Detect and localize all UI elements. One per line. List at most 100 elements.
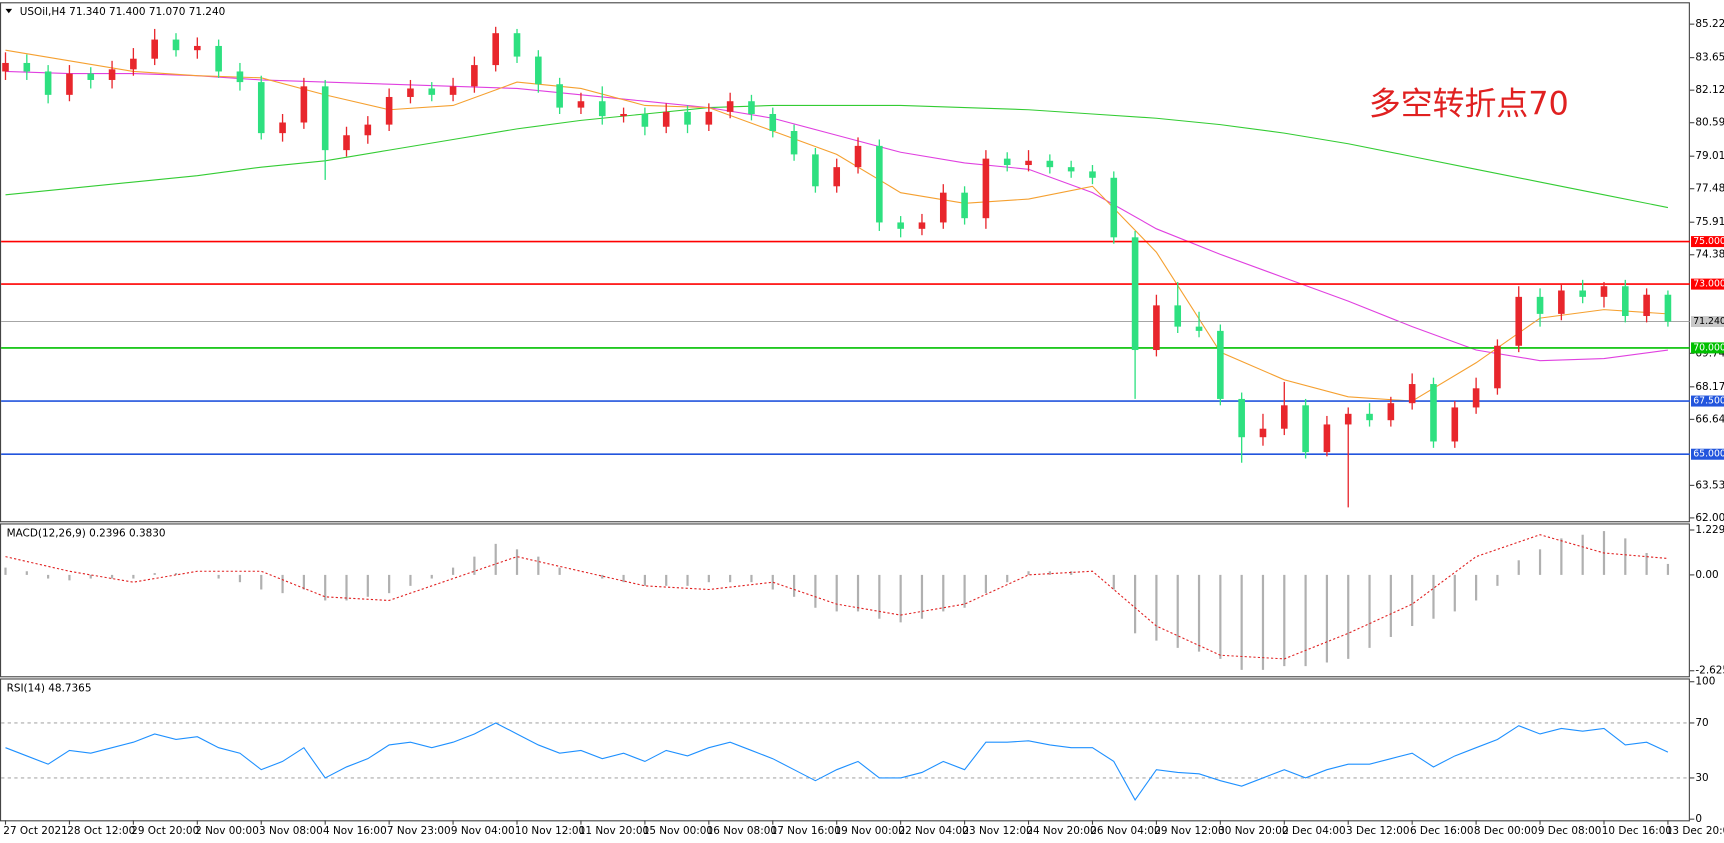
- y-tick-label: 68.170: [1695, 381, 1724, 393]
- y-tick-label: 85.225: [1695, 18, 1724, 30]
- level-label: 75.000: [1693, 236, 1724, 247]
- candle-body: [2, 62, 9, 72]
- y-tick-label: 79.015: [1695, 150, 1724, 162]
- candle-body: [1067, 167, 1075, 172]
- x-tick-label: 3 Dec 12:00: [1346, 825, 1410, 837]
- candle-body: [535, 56, 542, 85]
- candle-body: [1280, 405, 1288, 429]
- candle-body: [1451, 407, 1459, 442]
- rsi-title: RSI(14) 48.7365: [7, 682, 92, 694]
- candle-body: [1643, 294, 1650, 317]
- y-tick-label: 0: [1695, 813, 1702, 825]
- y-tick-label: 70: [1695, 717, 1708, 729]
- candle-body: [577, 101, 585, 108]
- rsi-panel: [0, 678, 1690, 822]
- candle-body: [471, 65, 478, 87]
- candle-body: [66, 73, 73, 95]
- y-tick-label: 100: [1695, 676, 1715, 688]
- candle-body: [428, 88, 436, 95]
- candle-body: [385, 96, 393, 125]
- candle-body: [769, 113, 777, 132]
- candle-body: [23, 62, 31, 72]
- candle-body: [1003, 158, 1011, 166]
- x-tick-label: 4 Nov 16:00: [323, 825, 387, 837]
- candle-body: [1046, 160, 1054, 168]
- x-tick-label: 30 Nov 20:00: [1218, 825, 1288, 837]
- candle-body: [918, 222, 926, 229]
- candle-body: [1664, 294, 1672, 322]
- line: [5, 104, 1669, 209]
- candle-body: [300, 86, 308, 123]
- y-tick-label: 1.2294: [1695, 524, 1724, 536]
- x-tick-label: 2 Dec 04:00: [1282, 825, 1346, 837]
- level-tag: [1691, 448, 1724, 460]
- candle-body: [662, 111, 670, 127]
- y-tick-label: 75.910: [1695, 216, 1724, 228]
- candle-body: [556, 84, 563, 108]
- candle-body: [1387, 403, 1395, 421]
- x-tick-label: 6 Dec 16:00: [1410, 825, 1474, 837]
- candle-body: [1622, 286, 1629, 317]
- x-tick-label: 29 Nov 12:00: [1154, 825, 1224, 837]
- candle-body: [1089, 171, 1096, 178]
- x-tick-label: 9 Nov 04:00: [451, 825, 515, 837]
- y-tick-label: 77.485: [1695, 183, 1724, 195]
- candle-body: [257, 82, 265, 134]
- level-label: 70.000: [1693, 342, 1724, 353]
- candle-body: [1217, 330, 1224, 399]
- candle-body: [1153, 305, 1160, 351]
- x-tick-label: 22 Nov 04:00: [898, 825, 968, 837]
- candle-body: [812, 154, 819, 187]
- candle-body: [1536, 296, 1544, 314]
- x-tick-label: 26 Nov 04:00: [1090, 825, 1160, 837]
- candle-body: [641, 113, 649, 127]
- candle-body: [982, 158, 990, 219]
- candle-body: [1579, 290, 1586, 297]
- candle-body: [876, 145, 883, 223]
- x-tick-label: 24 Nov 20:00: [1026, 825, 1096, 837]
- x-tick-label: 27 Oct 2021: [3, 825, 68, 837]
- candle-body: [1600, 286, 1608, 297]
- candle-body: [620, 113, 627, 117]
- candle-body: [854, 145, 862, 168]
- candle-body: [1110, 177, 1118, 238]
- x-tick-label: 9 Dec 08:00: [1538, 825, 1602, 837]
- candle-body: [449, 86, 457, 95]
- candle-body: [1494, 345, 1501, 389]
- candle-body: [1515, 296, 1523, 346]
- last-price-label: 71.240: [1693, 316, 1724, 327]
- candle-body: [790, 131, 798, 155]
- candle-body: [236, 71, 244, 83]
- layer: 85.225 83.650 82.120 80.590 79.015 77.485 75.9…: [1, 18, 1724, 837]
- macd-panel: [0, 523, 1690, 678]
- candle-body: [1344, 413, 1352, 425]
- x-tick-label: 8 Dec 00:00: [1474, 825, 1538, 837]
- x-tick-label: 28 Oct 12:00: [67, 825, 135, 837]
- y-tick-label: 63.535: [1695, 479, 1724, 491]
- candle-body: [1558, 290, 1565, 314]
- candle-body: [108, 69, 116, 80]
- candle-body: [1323, 424, 1331, 453]
- candle-body: [194, 45, 201, 51]
- candle-body: [897, 222, 904, 229]
- level-label: 65.000: [1693, 449, 1724, 460]
- y-tick-label: 82.120: [1695, 84, 1724, 96]
- candle-body: [748, 101, 755, 114]
- x-tick-label: 3 Nov 08:00: [259, 825, 323, 837]
- candle-body: [684, 111, 691, 125]
- annotation: 多空转折点70: [1369, 85, 1569, 123]
- line: [5, 70, 1668, 362]
- candle-body: [44, 71, 52, 95]
- x-tick-label: 10 Nov 12:00: [515, 825, 585, 837]
- candle-body: [130, 58, 137, 70]
- y-tick-label: 74.380: [1695, 249, 1724, 261]
- price-title: USOil,H4 71.340 71.400 71.070 71.240: [20, 6, 225, 18]
- y-tick-label: 0.00: [1695, 569, 1718, 581]
- candle-body: [513, 33, 521, 57]
- candle-body: [1174, 305, 1182, 327]
- candle-body: [833, 167, 841, 187]
- candle-body: [215, 45, 222, 72]
- x-tick-label: 2 Nov 00:00: [195, 825, 259, 837]
- candle-body: [492, 33, 499, 66]
- x-tick-label: 16 Nov 08:00: [707, 825, 777, 837]
